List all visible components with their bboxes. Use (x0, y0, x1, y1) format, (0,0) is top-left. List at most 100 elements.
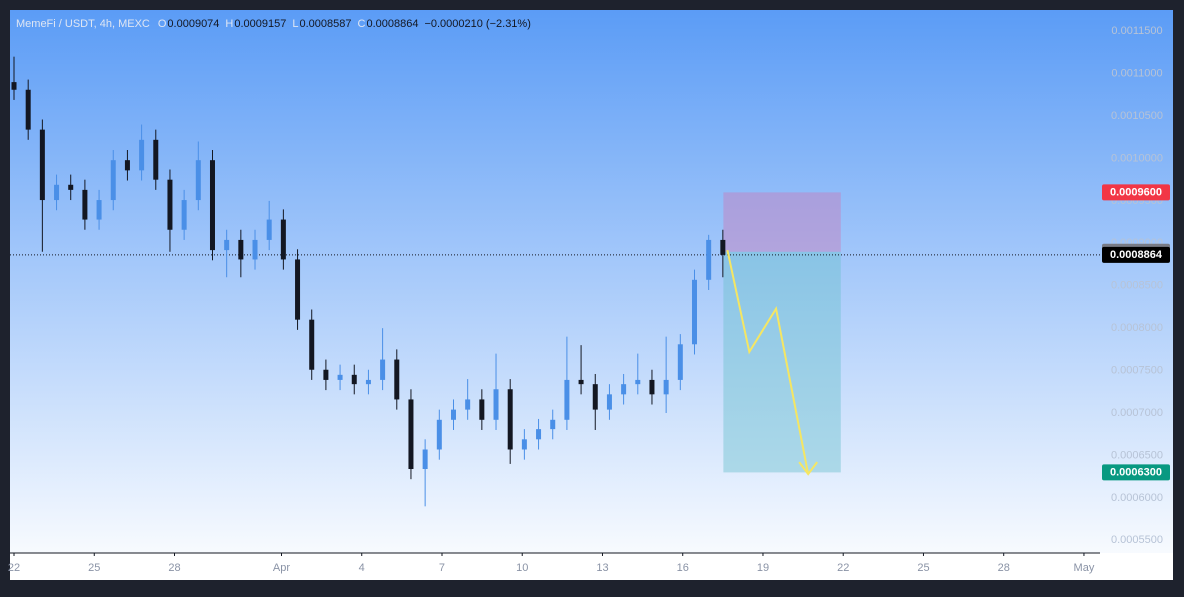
x-tick-label: 25 (917, 562, 929, 574)
ohlc-value: 0.0009157 (234, 18, 286, 30)
candle-body (550, 419, 556, 430)
candle-body (323, 369, 329, 380)
candle-body (536, 429, 542, 440)
candle-body (295, 259, 301, 320)
ohlc-value: 0.0009074 (167, 18, 219, 30)
y-tick-label: 0.0007500 (1111, 364, 1163, 376)
candle-body (82, 189, 88, 220)
ohlc-key: H (225, 18, 233, 30)
ohlc-value: 0.0008587 (300, 18, 352, 30)
ohlc-value: 0.0008864 (366, 18, 418, 30)
y-tick-label: 0.0006000 (1111, 492, 1163, 504)
header: MemeFi / USDT, 4h, MEXC (16, 18, 150, 30)
candle-body (578, 379, 584, 385)
last-price-label: 0.0008864 (1110, 249, 1163, 261)
candle-body (677, 344, 683, 380)
y-tick-label: 0.0011500 (1111, 25, 1162, 37)
candle-body (380, 359, 386, 380)
x-tick-label: 13 (596, 562, 608, 574)
ohlc-key: O (158, 18, 167, 30)
last-price-badge (1102, 246, 1170, 263)
candle-body (450, 409, 456, 420)
y-tick-label: 0.0005500 (1111, 534, 1163, 546)
x-tick-label: 4 (359, 562, 365, 574)
x-tick-label: 10 (516, 562, 528, 574)
candle-body (691, 279, 697, 345)
y-tick-label: 0.0008000 (1111, 322, 1163, 334)
candle-body (493, 389, 499, 420)
candle-body (195, 160, 201, 201)
change: −0.0000210 (−2.31%) (424, 18, 530, 30)
candle-body (139, 139, 145, 171)
stop-price-badge (1102, 184, 1170, 201)
x-tick-label: 7 (439, 562, 445, 574)
candle-body (252, 239, 258, 260)
candle-body (124, 160, 130, 171)
candle-body (337, 374, 343, 380)
candle-body (351, 374, 357, 385)
candle-body (394, 359, 400, 400)
projection-line (726, 249, 810, 475)
candle-body (266, 219, 272, 240)
projection-arrowhead (798, 461, 818, 476)
candle-body (720, 239, 726, 255)
x-tick-label: 22 (8, 562, 20, 574)
x-tick-label: 16 (677, 562, 689, 574)
candle-body (68, 184, 74, 190)
candle-body (606, 394, 612, 410)
candle-body (706, 239, 712, 280)
y-tick-label: 0.0010500 (1111, 110, 1163, 122)
candle-body (309, 319, 315, 370)
y-tick-label: 0.0007000 (1111, 407, 1163, 419)
candle-body (209, 160, 215, 251)
candle-body (11, 82, 17, 90)
candle-body (663, 379, 669, 395)
candle-body (110, 160, 116, 201)
y-tick-label: 0.0008500 (1111, 280, 1163, 292)
candle-body (153, 139, 159, 180)
x-tick-label: May (1074, 562, 1095, 574)
x-tick-label: 28 (168, 562, 180, 574)
candle-body (465, 399, 471, 410)
y-tick-label: 0.0006500 (1111, 449, 1163, 461)
candle-body (365, 379, 371, 385)
candle-body (507, 389, 513, 450)
candle-body (167, 179, 173, 230)
candle-body (592, 384, 598, 410)
target-price-label: 0.0006300 (1110, 466, 1162, 478)
x-tick-label: Apr (273, 562, 290, 574)
x-tick-label: 25 (88, 562, 100, 574)
candle-body (621, 384, 627, 395)
candle-body (564, 379, 570, 420)
candle-body (479, 399, 485, 420)
candle-body (422, 449, 428, 470)
candle-body (408, 399, 414, 470)
candle-body (224, 239, 230, 251)
candle-body (649, 379, 655, 395)
candle-body (436, 419, 442, 450)
candle-body (280, 219, 286, 260)
candle-body (54, 184, 60, 201)
target-zone (723, 251, 841, 473)
time-axis-background (10, 553, 1173, 580)
stop-price-label: 0.0009600 (1110, 186, 1162, 198)
candle-body (635, 379, 641, 385)
candle-body (238, 239, 244, 260)
y-tick-label: 0.0011000 (1111, 68, 1162, 80)
ohlc-key: L (292, 18, 298, 30)
x-tick-label: 19 (757, 562, 769, 574)
chart-background (10, 10, 1173, 580)
candle-body (521, 439, 527, 450)
ohlc-key: C (358, 18, 366, 30)
target-price-badge (1102, 464, 1170, 481)
x-tick-label: 22 (837, 562, 849, 574)
stop-zone (723, 192, 841, 252)
candle-body (39, 129, 45, 201)
y-tick-label: 0.0010000 (1111, 152, 1163, 164)
candle-body (96, 200, 102, 220)
candle-body (181, 200, 187, 230)
x-tick-label: 28 (998, 562, 1010, 574)
symbol: MemeFi / USDT, 4h, MEXC (16, 18, 150, 30)
